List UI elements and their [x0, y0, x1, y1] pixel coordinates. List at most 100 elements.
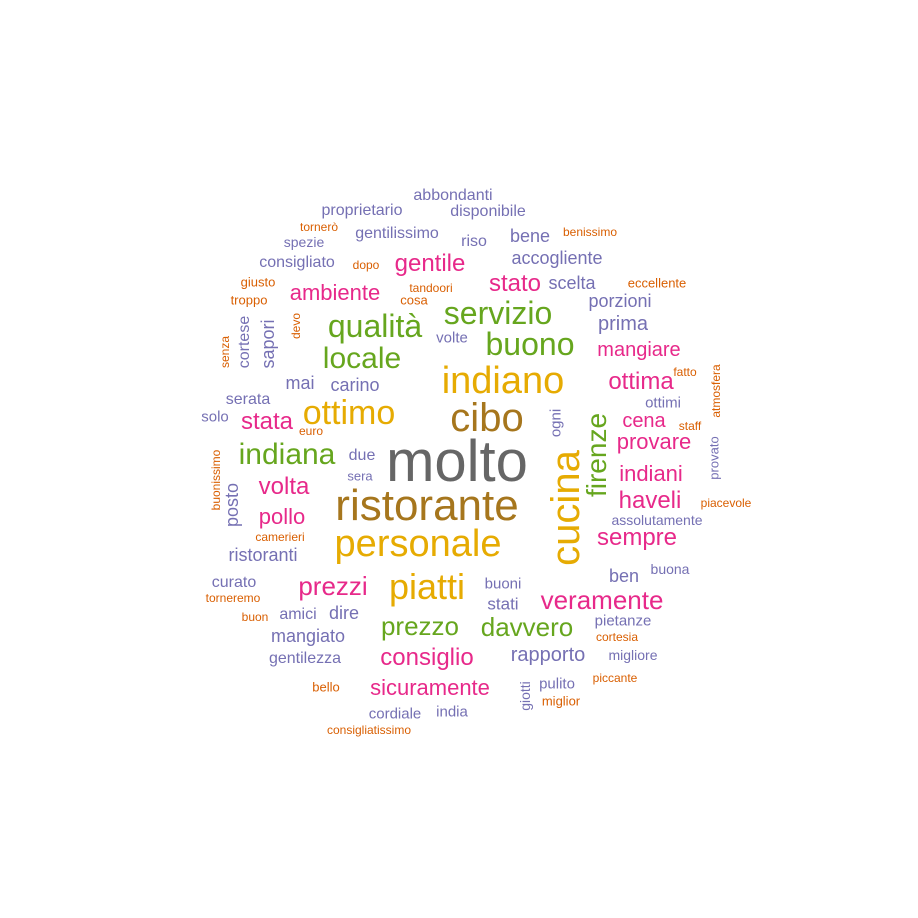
word-ambiente: ambiente — [289, 280, 381, 305]
word-gentilissimo: gentilissimo — [355, 225, 439, 242]
word-dire: dire — [328, 603, 360, 623]
word-gentile: gentile — [394, 250, 466, 277]
word-mangiato: mangiato — [270, 626, 346, 646]
word-consigliato: consigliato — [259, 254, 335, 271]
word-indiani: indiani — [619, 461, 683, 486]
word-sapori: sapori — [258, 319, 278, 369]
word-consigliatissimo: consigliatissimo — [326, 723, 412, 737]
word-eccellente: eccellente — [627, 275, 687, 291]
word-proprietario: proprietario — [321, 202, 403, 219]
word-mangiare: mangiare — [597, 339, 681, 361]
word-spezie: spezie — [283, 234, 325, 250]
word-veramente: veramente — [540, 585, 664, 615]
word-ristorante: ristorante — [335, 481, 519, 530]
word-indiana: indiana — [238, 438, 336, 471]
word-carino: carino — [330, 375, 380, 395]
word-ben: ben — [608, 566, 640, 586]
word-prima: prima — [597, 313, 649, 335]
word-giusto: giusto — [240, 274, 276, 290]
word-bene: bene — [509, 226, 551, 246]
word-riso: riso — [461, 233, 487, 250]
word-volta: volta — [258, 473, 310, 500]
word-davvero: davvero — [480, 612, 574, 642]
word-cordiale: cordiale — [368, 705, 422, 723]
word-prezzo: prezzo — [380, 611, 460, 641]
word-piacevole: piacevole — [700, 496, 752, 510]
word-cortesia: cortesia — [595, 630, 639, 644]
word-rapporto: rapporto — [510, 644, 586, 666]
word-locale: locale — [322, 342, 402, 375]
word-personale: personale — [334, 523, 502, 565]
word-devo: devo — [289, 312, 303, 340]
word-accogliente: accogliente — [511, 248, 603, 268]
word-ottimi: ottimi — [645, 394, 681, 412]
word-stati: stati — [487, 594, 519, 614]
word-provato: provato — [706, 436, 722, 480]
word-piccante: piccante — [592, 671, 638, 685]
word-stata: stata — [240, 408, 294, 435]
word-atmosfera: atmosfera — [709, 364, 723, 418]
word-cosa: cosa — [400, 292, 428, 308]
word-stato: stato — [488, 270, 542, 297]
word-molto: molto — [386, 429, 528, 494]
word-sera: sera — [347, 468, 373, 484]
word-cibo: cibo — [450, 396, 524, 440]
word-buon: buon — [241, 610, 269, 624]
word-cena: cena — [622, 410, 666, 432]
word-benissimo: benissimo — [562, 225, 618, 239]
word-assolutamente: assolutamente — [611, 512, 703, 528]
word-india: india — [436, 703, 468, 721]
word-mai: mai — [285, 373, 315, 393]
word-pulito: pulito — [539, 675, 575, 693]
word-curato: curato — [211, 574, 257, 591]
word-buona: buona — [650, 561, 690, 577]
word-bello: bello — [312, 679, 340, 695]
word-gentilezza: gentilezza — [268, 650, 342, 667]
word-haveli: haveli — [618, 487, 682, 514]
word-porzioni: porzioni — [588, 291, 652, 311]
word-solo: solo — [201, 408, 229, 426]
word-cortese: cortese — [236, 315, 253, 369]
word-migliore: migliore — [608, 647, 658, 663]
word-piatti: piatti — [388, 566, 466, 607]
word-scelta: scelta — [548, 273, 596, 293]
word-indiano: indiano — [441, 360, 565, 402]
word-firenze: firenze — [581, 412, 612, 498]
word-euro: euro — [298, 424, 324, 438]
word-pollo: pollo — [258, 504, 306, 529]
word-buonissimo: buonissimo — [209, 449, 223, 511]
word-fatto: fatto — [673, 365, 697, 379]
word-ottimo: ottimo — [302, 394, 396, 432]
word-ristoranti: ristoranti — [228, 545, 298, 565]
word-dopo: dopo — [352, 258, 380, 272]
word-buono: buono — [485, 326, 575, 362]
word-miglior: miglior — [541, 693, 581, 709]
word-posto: posto — [222, 482, 242, 528]
word-sempre: sempre — [596, 524, 678, 551]
word-torneremo: torneremo — [205, 591, 261, 605]
word-cucina: cucina — [544, 450, 588, 566]
word-senza: senza — [218, 335, 232, 369]
word-volte: volte — [436, 329, 468, 347]
word-ottima: ottima — [608, 368, 674, 395]
word-disponibile: disponibile — [450, 203, 526, 220]
word-camerieri: camerieri — [255, 530, 305, 544]
word-ogni: ogni — [547, 408, 565, 438]
word-tornero: tornerò — [299, 220, 339, 234]
word-abbondanti: abbondanti — [413, 187, 493, 204]
word-servizio: servizio — [443, 295, 553, 331]
word-provare: provare — [616, 429, 692, 454]
word-pietanze: pietanze — [594, 612, 652, 630]
word-buoni: buoni — [484, 575, 522, 593]
word-due: due — [348, 447, 376, 464]
word-consiglio: consiglio — [380, 644, 474, 671]
word-qualita: qualità — [327, 308, 423, 344]
word-troppo: troppo — [230, 292, 268, 308]
word-giotti: giotti — [517, 681, 533, 711]
word-serata: serata — [225, 391, 271, 408]
word-amici: amici — [279, 606, 317, 623]
word-staff: staff — [678, 419, 702, 433]
word-prezzi: prezzi — [298, 571, 368, 601]
word-sicuramente: sicuramente — [370, 675, 490, 700]
